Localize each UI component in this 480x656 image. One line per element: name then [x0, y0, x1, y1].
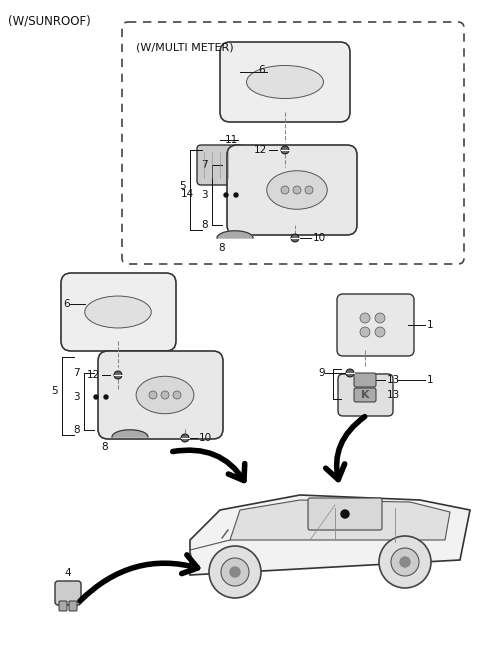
- FancyBboxPatch shape: [197, 145, 243, 185]
- Text: 4: 4: [65, 568, 72, 578]
- Circle shape: [375, 313, 385, 323]
- Ellipse shape: [247, 66, 324, 98]
- Circle shape: [114, 371, 122, 379]
- FancyBboxPatch shape: [337, 294, 414, 356]
- Circle shape: [104, 395, 108, 399]
- Circle shape: [181, 434, 189, 442]
- Text: 7: 7: [202, 160, 208, 170]
- FancyBboxPatch shape: [354, 388, 376, 402]
- Text: K: K: [361, 390, 369, 400]
- Ellipse shape: [267, 171, 327, 209]
- Circle shape: [375, 327, 385, 337]
- Text: 12: 12: [87, 370, 100, 380]
- Text: 14: 14: [181, 189, 194, 199]
- Circle shape: [360, 327, 370, 337]
- Polygon shape: [190, 495, 470, 575]
- Circle shape: [360, 313, 370, 323]
- Circle shape: [209, 546, 261, 598]
- Circle shape: [230, 567, 240, 577]
- FancyArrowPatch shape: [326, 417, 365, 480]
- Circle shape: [341, 510, 349, 518]
- Text: (W/MULTI METER): (W/MULTI METER): [136, 42, 234, 52]
- Text: 13: 13: [387, 390, 400, 400]
- Polygon shape: [112, 430, 148, 437]
- FancyBboxPatch shape: [354, 373, 376, 387]
- FancyBboxPatch shape: [59, 601, 67, 611]
- FancyBboxPatch shape: [220, 42, 350, 122]
- FancyBboxPatch shape: [227, 145, 357, 235]
- Text: 11: 11: [225, 135, 238, 145]
- Circle shape: [305, 186, 313, 194]
- Circle shape: [281, 186, 289, 194]
- Text: 10: 10: [313, 233, 326, 243]
- Text: 8: 8: [202, 220, 208, 230]
- Text: 7: 7: [73, 368, 80, 378]
- Text: 8: 8: [218, 243, 225, 253]
- Circle shape: [400, 557, 410, 567]
- Text: 8: 8: [101, 442, 108, 452]
- Polygon shape: [230, 500, 450, 540]
- Circle shape: [291, 234, 299, 242]
- Text: 6: 6: [258, 65, 265, 75]
- FancyArrowPatch shape: [173, 450, 245, 481]
- Text: 5: 5: [51, 386, 58, 396]
- Text: 13: 13: [387, 375, 400, 385]
- Circle shape: [221, 558, 249, 586]
- FancyBboxPatch shape: [308, 498, 382, 530]
- Text: 5: 5: [180, 181, 186, 191]
- Circle shape: [173, 391, 181, 399]
- FancyArrowPatch shape: [80, 555, 198, 601]
- Text: 10: 10: [199, 433, 212, 443]
- Text: 3: 3: [73, 392, 80, 402]
- Circle shape: [234, 193, 238, 197]
- Circle shape: [149, 391, 157, 399]
- Text: 3: 3: [202, 190, 208, 200]
- Text: (W/SUNROOF): (W/SUNROOF): [8, 15, 91, 28]
- Circle shape: [391, 548, 419, 576]
- FancyBboxPatch shape: [61, 273, 176, 351]
- Ellipse shape: [85, 296, 151, 328]
- Text: 1: 1: [427, 320, 433, 330]
- Ellipse shape: [136, 377, 194, 414]
- Circle shape: [224, 193, 228, 197]
- Text: 6: 6: [63, 299, 70, 309]
- Circle shape: [161, 391, 169, 399]
- Text: 8: 8: [73, 425, 80, 435]
- FancyBboxPatch shape: [98, 351, 223, 439]
- Text: 12: 12: [254, 145, 267, 155]
- FancyBboxPatch shape: [338, 374, 393, 416]
- Polygon shape: [217, 231, 253, 238]
- Text: 9: 9: [318, 368, 325, 378]
- FancyBboxPatch shape: [55, 581, 81, 605]
- FancyBboxPatch shape: [69, 601, 77, 611]
- Circle shape: [293, 186, 301, 194]
- Circle shape: [346, 369, 354, 377]
- Text: 1: 1: [427, 375, 433, 385]
- Circle shape: [281, 146, 289, 154]
- Circle shape: [379, 536, 431, 588]
- Circle shape: [94, 395, 98, 399]
